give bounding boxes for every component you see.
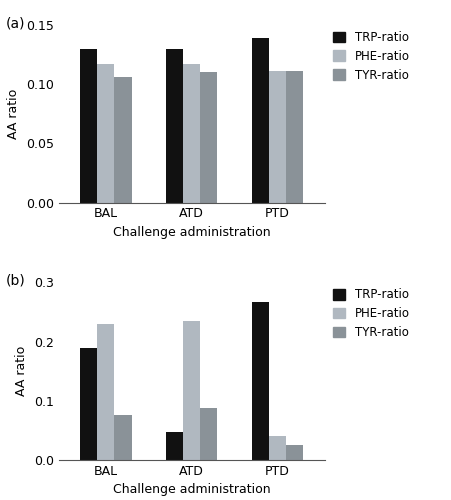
- Legend: TRP-ratio, PHE-ratio, TYR-ratio: TRP-ratio, PHE-ratio, TYR-ratio: [333, 31, 410, 82]
- Bar: [166, 432, 183, 460]
- Bar: [97, 324, 115, 460]
- X-axis label: Challenge administration: Challenge administration: [113, 226, 271, 239]
- Bar: [286, 445, 303, 460]
- Bar: [97, 64, 115, 202]
- Bar: [80, 348, 97, 460]
- Bar: [183, 321, 200, 460]
- Bar: [252, 302, 269, 460]
- X-axis label: Challenge administration: Challenge administration: [113, 484, 271, 496]
- Bar: [286, 71, 303, 202]
- Bar: [269, 71, 286, 202]
- Legend: TRP-ratio, PHE-ratio, TYR-ratio: TRP-ratio, PHE-ratio, TYR-ratio: [333, 288, 410, 339]
- Bar: [166, 48, 183, 203]
- Bar: [115, 77, 132, 202]
- Y-axis label: AA ratio: AA ratio: [15, 346, 28, 397]
- Y-axis label: AA ratio: AA ratio: [7, 88, 20, 139]
- Bar: [115, 415, 132, 460]
- Bar: [183, 64, 200, 202]
- Text: (b): (b): [5, 274, 25, 287]
- Bar: [252, 38, 269, 202]
- Bar: [269, 436, 286, 460]
- Text: (a): (a): [5, 16, 25, 30]
- Bar: [200, 408, 217, 460]
- Bar: [200, 72, 217, 202]
- Bar: [80, 48, 97, 203]
